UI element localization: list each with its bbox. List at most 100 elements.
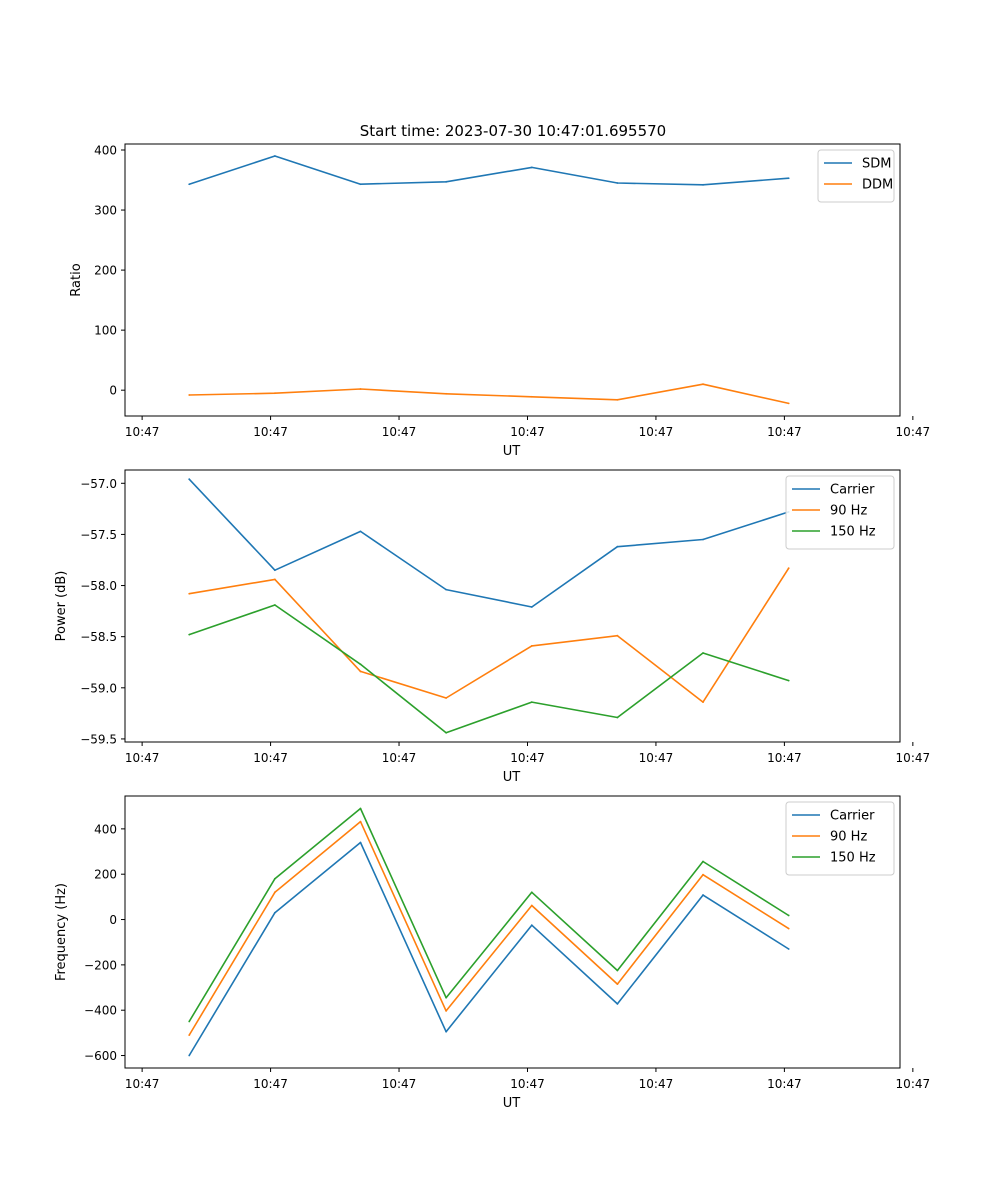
chart2-x-axis-label: UT	[503, 770, 521, 785]
chart3-series-carrier-point	[787, 948, 790, 950]
chart1-series-ddm-point	[273, 392, 276, 395]
chart3-series-150-hz-point	[787, 914, 790, 917]
chart3-series-150-hz-point	[359, 807, 362, 810]
chart2-series-90-hz-point	[787, 567, 790, 570]
chart1-x-axis-label: UT	[503, 444, 521, 459]
chart2-axes: 10:47 10:47 10:47 10:47 10:47 10:47 10:47 −57.0…	[54, 469, 931, 785]
chart3-series-90-hz-point	[359, 820, 362, 823]
chart3-y-tick-label: 200	[94, 868, 117, 882]
chart3-series-90-hz-point	[702, 873, 704, 876]
chart3-series-90-hz-point	[188, 1034, 191, 1037]
chart1-x-tick-label: 10:47	[125, 425, 160, 439]
chart1-legend-label-ddm: DDM	[862, 178, 893, 193]
chart2-y-tick-label: −59.5	[80, 732, 117, 746]
chart3-series-150-hz-line	[188, 807, 790, 1022]
chart2-legend-label-90-hz: 90 Hz	[830, 504, 867, 519]
chart3-series-150-hz-point	[273, 877, 276, 880]
chart3-x-tick-label: 10:47	[382, 1077, 417, 1091]
chart1-series-sdm-point	[273, 155, 276, 157]
chart2-series-90-hz-point	[359, 670, 362, 673]
chart1-x-tick-label: 10:47	[510, 425, 545, 439]
chart2-series-150-hz-point	[530, 701, 533, 704]
chart3-series-90-hz-point	[616, 983, 619, 986]
chart3-series-90-hz-point	[445, 1009, 448, 1012]
chart2-series-90-hz-point	[273, 578, 276, 581]
chart1-legend-label-sdm: SDM	[862, 157, 891, 172]
chart2-series-carrier-point	[188, 478, 191, 481]
chart2-legend: Carrier 90 Hz 150 Hz	[785, 475, 895, 550]
chart3-x-tick-label: 10:47	[253, 1077, 288, 1091]
chart3-y-tick-label: −600	[84, 1049, 117, 1063]
chart2-y-tick-label: −59.0	[80, 681, 117, 695]
chart1-x-tick-label: 10:47	[253, 425, 288, 439]
chart3-series-90-hz-point	[530, 904, 533, 907]
chart2-legend-label-carrier: Carrier	[830, 483, 875, 498]
chart3-series-carrier-point	[273, 911, 276, 914]
chart1-series-sdm-point	[359, 183, 362, 186]
chart3-x-tick-label: 10:47	[510, 1077, 545, 1091]
chart1-series-ddm-point	[359, 388, 362, 390]
chart2-series-carrier-point	[616, 545, 619, 548]
chart3-legend-label-150-hz: 150 Hz	[830, 851, 876, 866]
chart3-x-tick-label: 10:47	[639, 1077, 674, 1091]
chart2-series-carrier-line	[188, 478, 789, 608]
chart1-y-tick-label: 100	[94, 324, 117, 338]
chart3-series-150-hz-point	[616, 969, 619, 972]
chart3-series-carrier-line	[188, 841, 790, 1056]
chart1-y-tick-label: 400	[94, 144, 117, 158]
chart1-series-sdm-point	[188, 183, 191, 186]
chart1-series-ddm-point	[445, 392, 448, 395]
chart3-series-150-hz-point	[445, 996, 448, 999]
chart2-series-carrier-point	[530, 606, 533, 608]
chart1-series-ddm-line	[189, 383, 789, 405]
chart3-frame	[124, 795, 901, 1069]
chart1-legend: SDM DDM	[817, 149, 895, 203]
chart3-series-90-hz-line	[188, 820, 790, 1036]
chart3-x-tick-label: 10:47	[767, 1077, 802, 1091]
chart1-x-tick-label: 10:47	[639, 425, 674, 439]
chart1-y-axis-label: Ratio	[69, 263, 84, 296]
chart3-x-tick-label: 10:47	[896, 1077, 931, 1091]
chart3-series-90-hz-point	[273, 891, 276, 894]
chart3-series-150-hz-point	[530, 891, 533, 894]
chart1-series-ddm-point	[787, 402, 790, 405]
chart2-y-tick-label: −57.0	[80, 477, 117, 491]
chart1-x-tick-label: 10:47	[896, 425, 931, 439]
chart2-x-tick-label: 10:47	[639, 751, 674, 765]
chart2-series-150-hz-point	[702, 652, 704, 654]
chart2-series-90-hz-line	[189, 567, 790, 703]
chart2-x-tick-label: 10:47	[510, 751, 545, 765]
chart2-x-tick-label: 10:47	[767, 751, 802, 765]
chart1-y-tick-label: 0	[109, 384, 117, 398]
chart1-series-sdm-line	[188, 155, 789, 186]
chart2-series-carrier-point	[273, 569, 276, 572]
chart3-y-tick-label: 400	[94, 822, 117, 836]
chart3-series-carrier-point	[188, 1054, 191, 1057]
chart3-axes: 10:47 10:47 10:47 10:47 10:47 10:47 10:47 400 20…	[54, 795, 931, 1111]
chart2-x-tick-label: 10:47	[382, 751, 417, 765]
chart1-series-ddm-point	[530, 395, 533, 398]
chart2-y-tick-label: −58.5	[80, 630, 117, 644]
chart1-series-sdm-point	[787, 177, 790, 180]
chart1-x-tick-label: 10:47	[767, 425, 802, 439]
chart2-series-90-hz-point	[616, 634, 619, 637]
chart2-x-tick-label: 10:47	[125, 751, 160, 765]
chart2-y-tick-label: −57.5	[80, 528, 117, 542]
chart2-x-tick-label: 10:47	[896, 751, 931, 765]
chart2-series-90-hz-point	[188, 592, 191, 595]
chart3-legend-label-carrier: Carrier	[830, 809, 875, 824]
chart2-series-90-hz-point	[702, 701, 704, 704]
chart1-series-sdm-point	[702, 183, 704, 186]
chart2-series-150-hz-point	[273, 604, 276, 606]
chart1-series-ddm-point	[188, 394, 191, 396]
chart1-series-ddm-point	[702, 383, 704, 386]
chart2-series-150-hz-point	[188, 633, 191, 636]
chart1-frame	[124, 143, 901, 417]
chart1-series-ddm-point	[616, 398, 619, 401]
chart1-series-sdm-point	[530, 166, 533, 169]
chart3-series-carrier-point	[359, 841, 362, 844]
chart3-x-tick-label: 10:47	[125, 1077, 160, 1091]
chart1-y-tick-label: 200	[94, 264, 117, 278]
chart1-series-sdm-point	[616, 182, 619, 184]
